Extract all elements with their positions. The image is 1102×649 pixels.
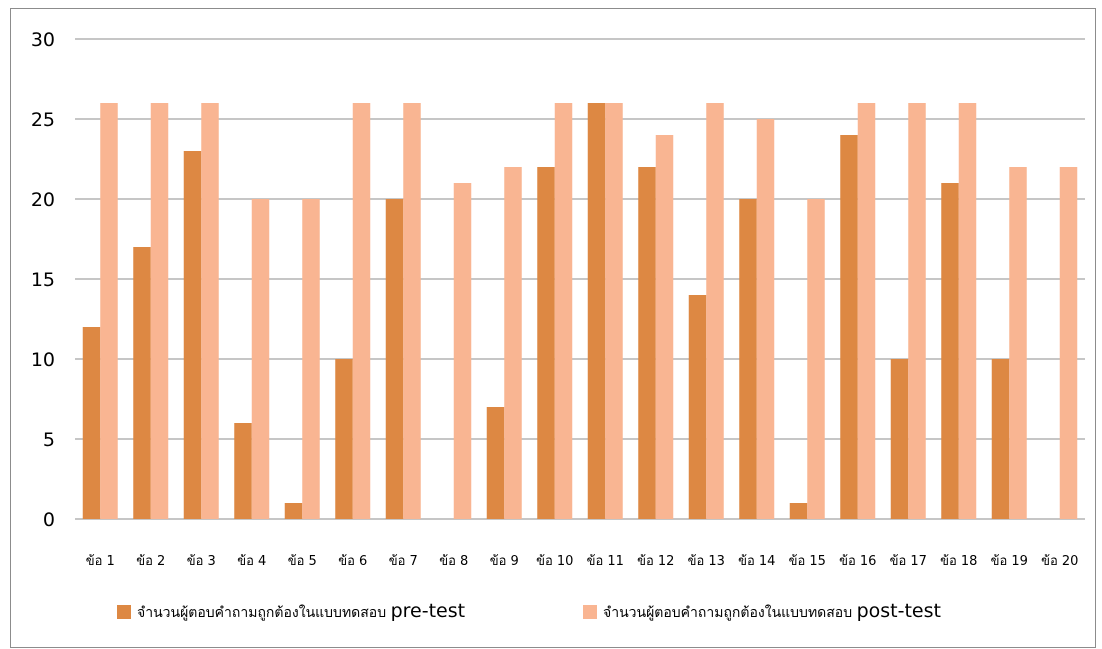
x-category-label: ข้อ 6: [338, 554, 367, 569]
bar-pre-test-4: [234, 423, 252, 519]
bar-pre-test-16: [840, 135, 858, 519]
x-category-label: ข้อ 18: [940, 554, 977, 569]
x-category-label: ข้อ 4: [237, 554, 266, 569]
bar-pre-test-17: [890, 359, 909, 519]
x-category-label: ข้อ 12: [637, 554, 674, 569]
legend-label-latin: post-test: [857, 600, 941, 622]
x-category-label: ข้อ 17: [890, 554, 927, 569]
bar-post-test-7: [403, 103, 421, 519]
x-category-label: ข้อ 20: [1041, 554, 1078, 569]
bar-pre-test-3: [183, 151, 202, 519]
y-axis-ticks: 0 5 10 15 20 25 30: [31, 29, 55, 531]
bar-post-test-16: [857, 103, 876, 519]
bar-pre-test-18: [941, 183, 959, 519]
bar-post-test-3: [201, 103, 219, 519]
legend-label-thai: จำนวนผู้ตอบคำถามถูกต้องในแบบทดสอบ: [137, 604, 391, 621]
bar-pre-test-12: [638, 167, 656, 519]
bar-post-test-9: [504, 167, 522, 519]
x-category-label: ข้อ 15: [789, 554, 826, 569]
y-tick-label: 20: [31, 189, 55, 211]
legend-swatch-post-test: [583, 605, 597, 619]
legend-swatch-pre-test: [117, 605, 131, 619]
bar-post-test-1: [100, 103, 118, 519]
bar-post-test-12: [655, 135, 674, 519]
legend-label-pre-test: จำนวนผู้ตอบคำถามถูกต้องในแบบทดสอบ pre-te…: [137, 600, 465, 622]
chart-frame: 0 5 10 15 20 25 30 ข้อ 1 ข้อ 2 ข้อ 3 ข้อ 4 ข้อ 5 ข้…: [10, 8, 1096, 648]
bar-pre-test-2: [133, 247, 151, 519]
bar-post-test-5: [302, 199, 320, 519]
bar-pre-test-1: [82, 327, 101, 519]
legend: จำนวนผู้ตอบคำถามถูกต้องในแบบทดสอบ pre-te…: [117, 600, 941, 622]
x-category-label: ข้อ 14: [738, 554, 775, 569]
bar-post-test-10: [554, 103, 573, 519]
x-category-label: ข้อ 2: [136, 554, 165, 569]
bar-post-test-13: [706, 103, 724, 519]
y-tick-label: 5: [43, 429, 55, 451]
bar-pre-test-10: [537, 167, 555, 519]
bar-post-test-6: [352, 103, 371, 519]
bar-post-test-14: [756, 119, 775, 519]
x-category-label: ข้อ 10: [536, 554, 573, 569]
x-category-label: ข้อ 7: [389, 554, 418, 569]
bar-post-test-20: [1059, 167, 1078, 519]
bar-post-test-8: [453, 183, 472, 519]
bar-post-test-11: [605, 103, 623, 519]
x-category-label: ข้อ 3: [187, 554, 216, 569]
y-tick-label: 10: [31, 349, 55, 371]
x-category-label: ข้อ 11: [587, 554, 624, 569]
x-axis-labels: ข้อ 1 ข้อ 2 ข้อ 3 ข้อ 4 ข้อ 5 ข้อ 6 ข้อ 7 ข้อ 8…: [86, 554, 1079, 569]
y-tick-label: 15: [31, 269, 55, 291]
bar-pre-test-5: [284, 503, 303, 519]
y-tick-label: 25: [31, 109, 55, 131]
x-category-label: ข้อ 19: [991, 554, 1028, 569]
bar-pre-test-6: [335, 359, 353, 519]
x-category-label: ข้อ 13: [688, 554, 725, 569]
gridlines: [75, 38, 1085, 520]
bar-pre-test-15: [789, 503, 808, 519]
bar-pre-test-19: [991, 359, 1010, 519]
legend-label-post-test: จำนวนผู้ตอบคำถามถูกต้องในแบบทดสอบ post-t…: [603, 600, 941, 622]
bar-post-test-18: [958, 103, 977, 519]
bar-pre-test-11: [587, 103, 606, 519]
x-category-label: ข้อ 9: [490, 554, 519, 569]
legend-label-latin: pre-test: [391, 600, 466, 622]
bar-post-test-2: [150, 103, 169, 519]
bars: [82, 103, 1078, 519]
bar-post-test-4: [251, 199, 270, 519]
bar-pre-test-7: [385, 199, 404, 519]
y-tick-label: 30: [31, 29, 55, 51]
x-category-label: ข้อ 1: [86, 554, 115, 569]
x-category-label: ข้อ 5: [288, 554, 317, 569]
x-category-label: ข้อ 8: [439, 554, 468, 569]
bar-pre-test-9: [486, 407, 505, 519]
legend-label-thai: จำนวนผู้ตอบคำถามถูกต้องในแบบทดสอบ: [603, 604, 857, 621]
x-category-label: ข้อ 16: [839, 554, 876, 569]
bar-post-test-19: [1009, 167, 1027, 519]
bar-pre-test-14: [739, 199, 757, 519]
bar-post-test-15: [807, 199, 825, 519]
bar-pre-test-13: [688, 295, 707, 519]
y-tick-label: 0: [43, 509, 55, 531]
bar-post-test-17: [908, 103, 926, 519]
